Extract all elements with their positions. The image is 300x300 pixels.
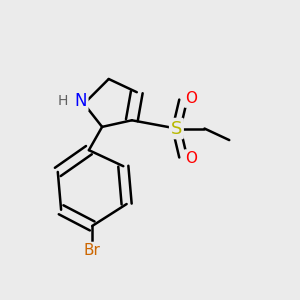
Text: N: N	[74, 92, 87, 110]
Text: O: O	[185, 91, 197, 106]
Text: O: O	[185, 151, 197, 166]
Text: S: S	[171, 119, 182, 137]
Text: Br: Br	[84, 243, 100, 258]
Text: H: H	[57, 94, 68, 108]
